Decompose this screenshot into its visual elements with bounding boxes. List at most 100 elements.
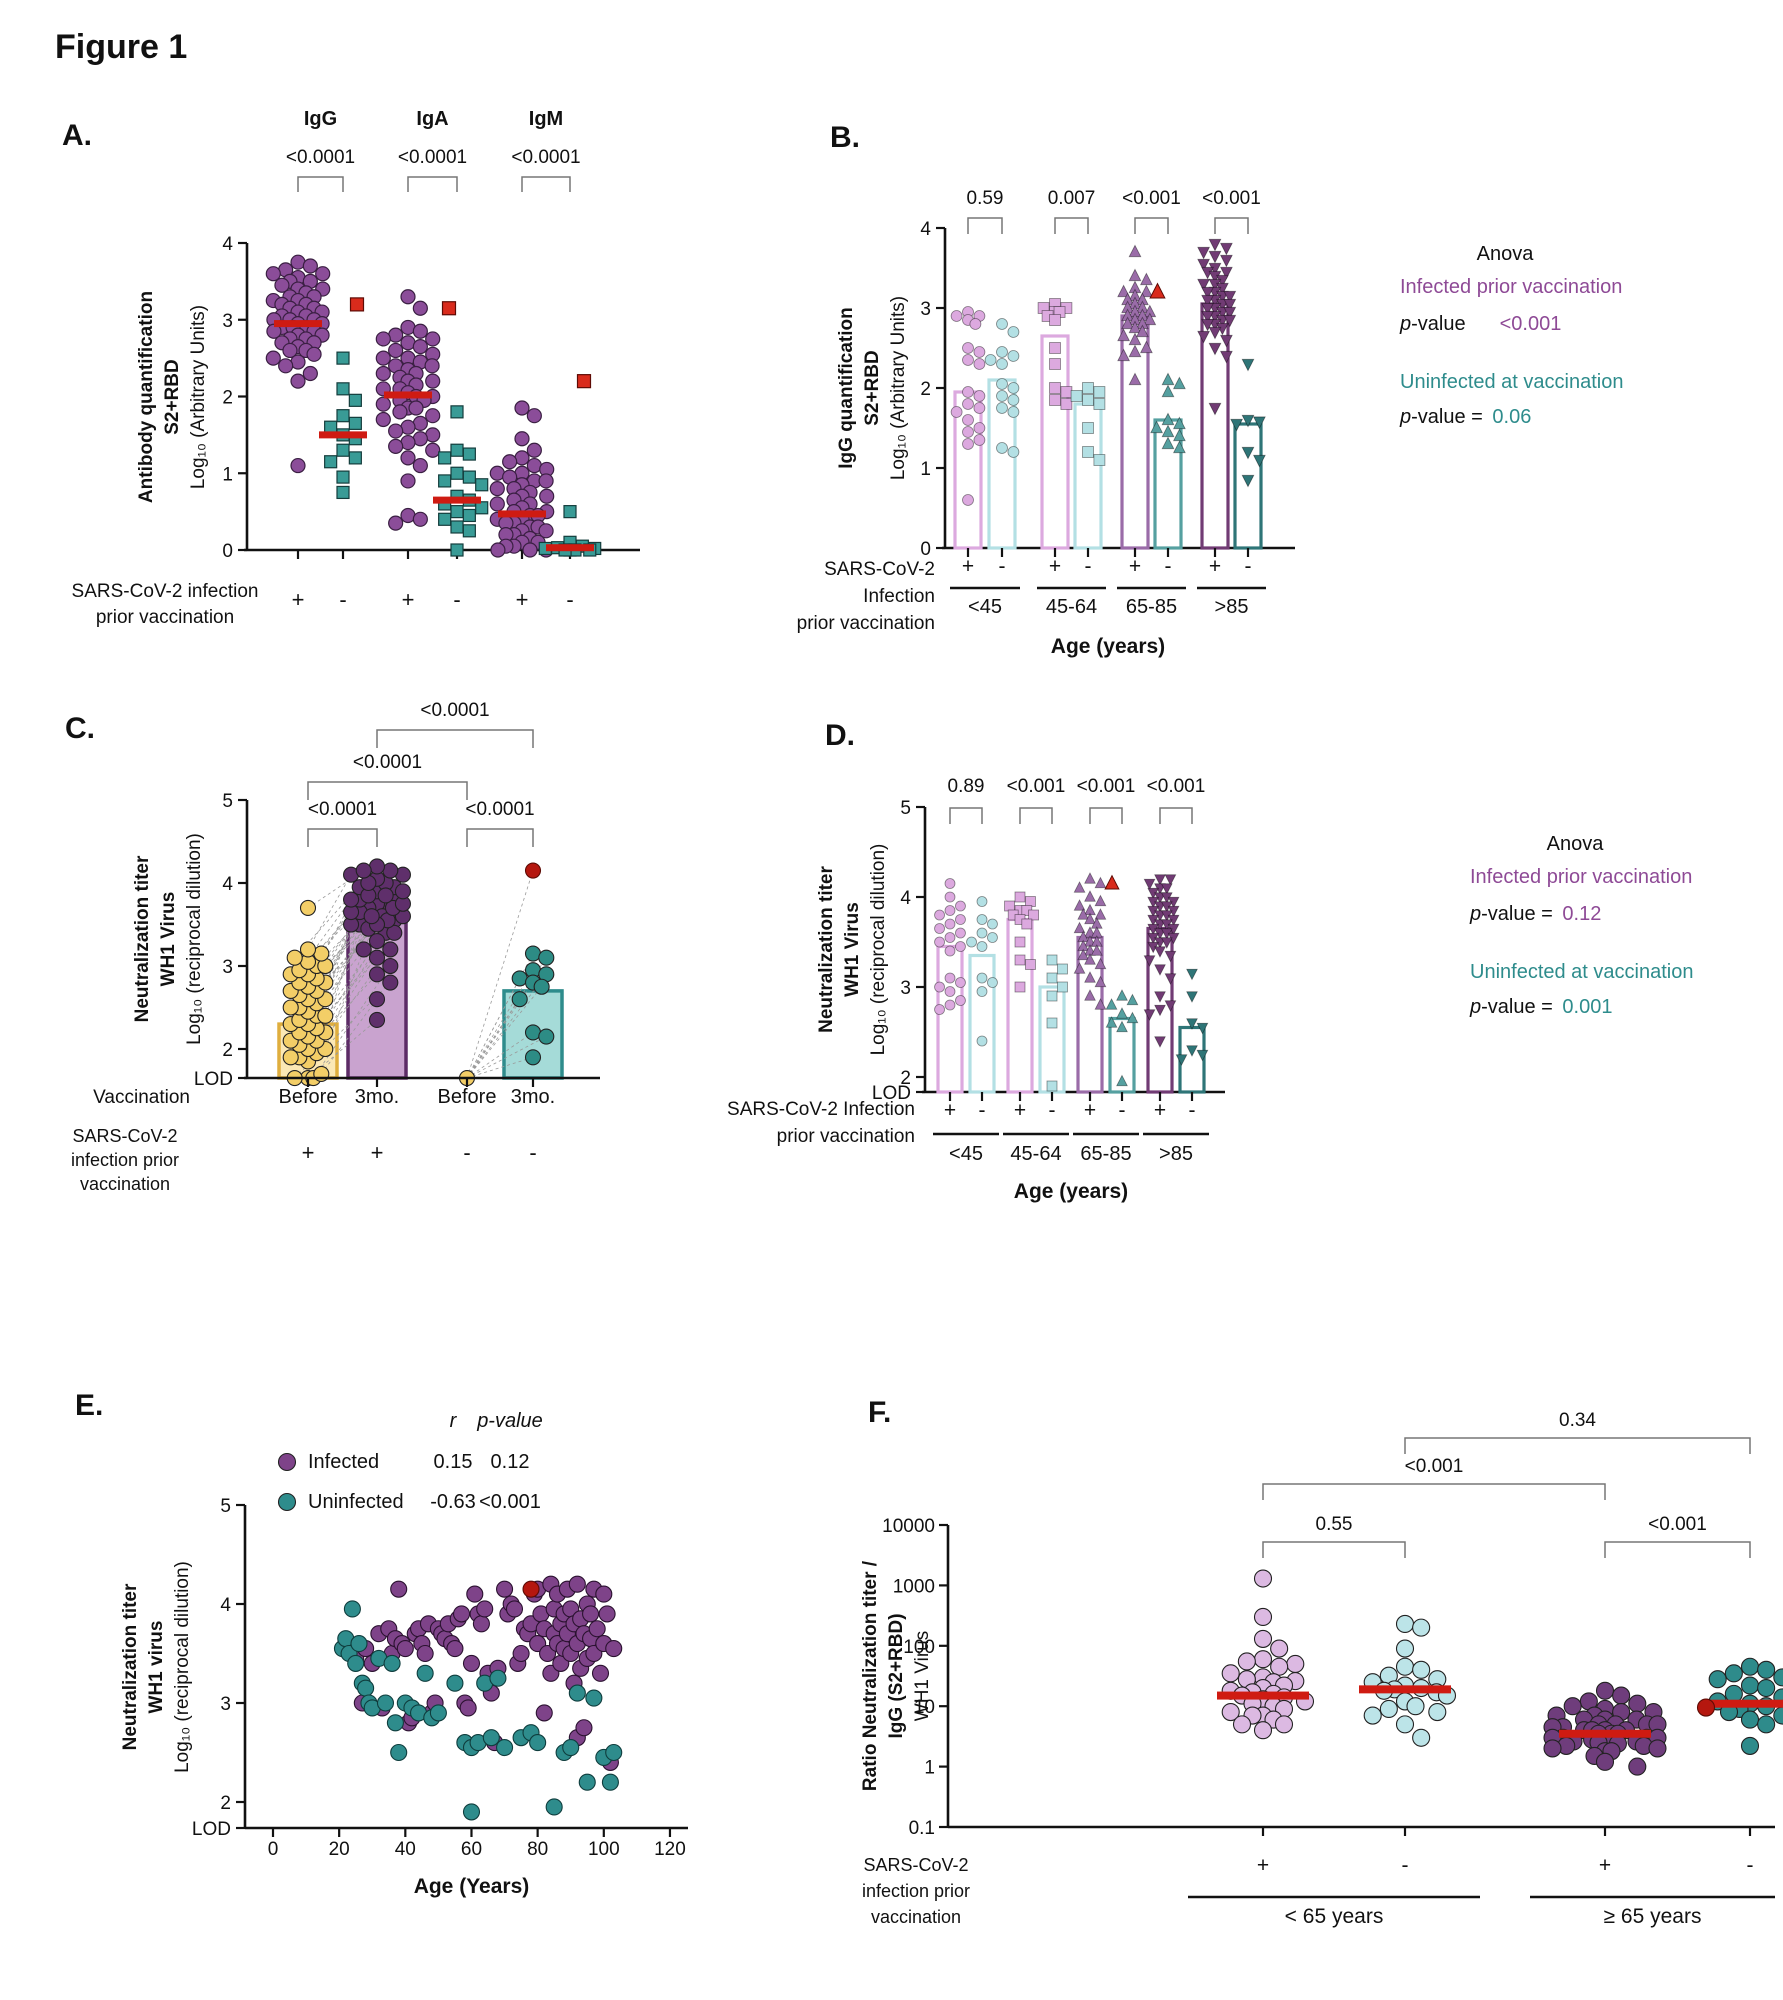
data-point — [1073, 899, 1086, 911]
data-point — [348, 416, 362, 430]
age-group-label: 65-85 — [1080, 1143, 1131, 1165]
y-tick-label: 1 — [920, 459, 931, 480]
data-point — [976, 941, 988, 952]
data-point — [955, 977, 966, 988]
data-point — [394, 883, 411, 900]
significance-bracket — [1134, 217, 1169, 234]
data-point — [462, 524, 476, 538]
data-point — [317, 1007, 334, 1024]
data-point — [450, 520, 464, 534]
data-point — [1094, 876, 1107, 889]
data-point — [1208, 326, 1222, 340]
x-axis-label: vaccination — [871, 1907, 961, 1927]
data-point — [1090, 944, 1103, 956]
data-point — [388, 515, 404, 531]
data-point — [934, 923, 945, 934]
data-point — [955, 941, 966, 952]
pair-line — [290, 895, 386, 992]
infected-point — [591, 1664, 610, 1682]
data-point — [1014, 954, 1026, 966]
median-line — [1704, 1699, 1783, 1708]
data-point — [1724, 1664, 1743, 1683]
x-tick-label: 40 — [395, 1839, 416, 1860]
legend-dot — [277, 1492, 297, 1512]
data-point — [1412, 1618, 1431, 1637]
data-point — [976, 972, 988, 984]
p-value: 0.007 — [1048, 188, 1096, 209]
data-point — [538, 949, 555, 966]
data-point — [1094, 894, 1107, 907]
uninfected-point — [482, 1729, 500, 1747]
data-point — [1253, 1721, 1273, 1740]
x-axis-label: Infection — [863, 586, 935, 607]
data-point — [1201, 318, 1215, 332]
data-point — [1757, 1660, 1776, 1679]
legend-r-value: 0.15 — [434, 1451, 473, 1473]
isotype-label: IgA — [416, 108, 448, 130]
data-point — [962, 426, 974, 438]
significance-bracket — [949, 807, 983, 824]
infection-sign: + — [371, 1140, 384, 1165]
data-point — [1073, 921, 1086, 934]
data-point — [1208, 250, 1222, 264]
data-point — [1612, 1686, 1631, 1705]
uninfected-point — [489, 1669, 507, 1687]
panel-label: F. — [868, 1396, 891, 1429]
data-point — [1126, 993, 1139, 1006]
data-point — [412, 300, 428, 316]
data-point — [450, 543, 464, 557]
data-point — [343, 891, 360, 908]
significance-bracket — [1262, 1483, 1606, 1500]
data-point — [1773, 1706, 1783, 1725]
significance-bracket — [407, 176, 458, 192]
median-line — [498, 510, 546, 518]
uninfected-point — [462, 1803, 481, 1821]
data-point — [973, 422, 986, 434]
data-point — [1046, 990, 1058, 1002]
data-point — [563, 505, 577, 519]
y-axis-title: WH1 Virus — [158, 892, 179, 987]
data-point — [424, 358, 440, 374]
x-tick-label: 120 — [654, 1839, 686, 1860]
y-tick-label: 3 — [222, 311, 233, 332]
data-point — [475, 478, 489, 492]
data-point — [511, 991, 528, 1008]
data-point — [1007, 394, 1020, 406]
data-point — [1094, 975, 1107, 988]
y-axis-title: S2+RBD — [862, 350, 883, 426]
data-point — [290, 373, 306, 389]
data-point — [1094, 957, 1107, 970]
infection-sign: - — [1189, 1099, 1196, 1122]
legend-p-value: 0.12 — [491, 1451, 530, 1473]
data-point — [1740, 1736, 1760, 1755]
data-point — [1093, 386, 1106, 398]
data-point — [299, 899, 317, 916]
data-point — [538, 473, 554, 489]
y-axis-title: Neutralization titer — [132, 855, 153, 1022]
y-tick-label: 10000 — [882, 1516, 935, 1537]
y-tick-label: 0.1 — [909, 1818, 935, 1839]
infection-sign: + — [292, 587, 305, 612]
data-point — [955, 914, 966, 925]
data-point — [1014, 891, 1026, 903]
median-line — [319, 431, 367, 439]
y-tick-label: 1000 — [893, 1576, 935, 1597]
y-tick-label: 4 — [222, 234, 233, 255]
age-group-label: <45 — [949, 1143, 983, 1165]
data-point — [336, 409, 350, 423]
infection-sign: - — [453, 587, 460, 612]
data-point — [1219, 266, 1233, 280]
x-axis-label: SARS-CoV-2 — [824, 559, 935, 580]
data-point — [1395, 1614, 1415, 1634]
data-point — [1186, 991, 1198, 1003]
data-point — [375, 396, 391, 412]
data-point — [976, 914, 988, 925]
y-tick-label: 1 — [924, 1758, 935, 1779]
panel-e-neutralization-vs-age: E. Neutralization titer WH1 virus Log₁₀ (re… — [75, 1389, 688, 1898]
data-point — [282, 1049, 299, 1066]
data-point — [375, 411, 391, 428]
data-point — [1161, 384, 1175, 398]
data-point — [955, 900, 966, 912]
y-axis-title: Neutralization titer — [120, 1583, 141, 1750]
significance-bracket — [466, 828, 534, 847]
